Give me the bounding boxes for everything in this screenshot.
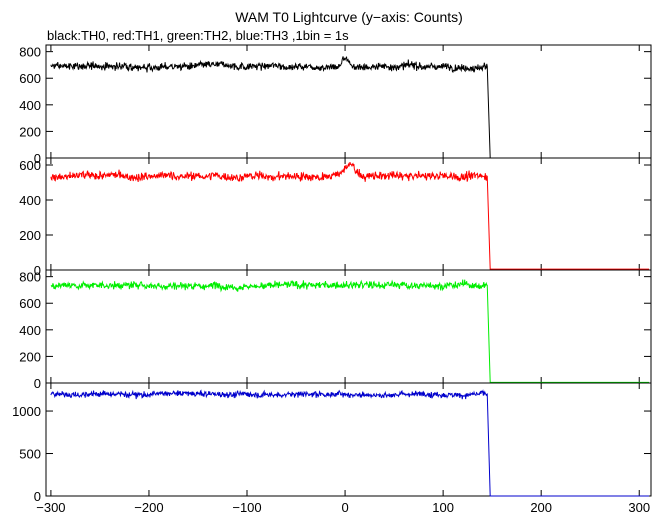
y-tick-label: 600: [19, 296, 41, 311]
panel-th2: 0 200 400 600 800: [19, 269, 652, 391]
y-tick-label: 800: [19, 45, 41, 60]
x-tick-label: −100: [232, 500, 261, 515]
x-tick-label: 200: [530, 500, 552, 515]
y-tick-label: 400: [19, 193, 41, 208]
x-tick-label: 300: [628, 500, 650, 515]
x-tick-label: −200: [134, 500, 163, 515]
y-tick-label: 400: [19, 98, 41, 113]
series-th0-line: [50, 56, 650, 159]
y-tick-label: 600: [19, 158, 41, 173]
panel-frame: [45, 382, 652, 497]
x-tick-label: −300: [36, 500, 65, 515]
y-tick-label: 0: [34, 263, 41, 278]
series-th2-line: [50, 279, 650, 383]
chart-title: WAM T0 Lightcurve (y−axis: Counts): [235, 9, 463, 25]
y-tick-label: 0: [34, 489, 41, 504]
y-tick-label: 0: [34, 376, 41, 391]
panel-th3: 0 500 1000: [12, 382, 652, 504]
series-th1-line: [50, 161, 650, 270]
y-tick-label: 800: [19, 270, 41, 285]
series-th3-line: [50, 389, 650, 497]
x-tick-label: 100: [432, 500, 454, 515]
y-tick-label: 1000: [12, 404, 41, 419]
panel-th1: 0 200 400 600: [19, 157, 652, 278]
y-tick-label: 400: [19, 323, 41, 338]
x-axis: −300 −200 −100 0 100 200 300: [36, 500, 650, 515]
y-tick-label: 600: [19, 71, 41, 86]
y-tick-label: 200: [19, 228, 41, 243]
y-tick-label: 200: [19, 349, 41, 364]
panel-th0: 0 200 400 600 800: [19, 44, 652, 166]
x-tick-label: 0: [341, 500, 348, 515]
chart-subtitle: black:TH0, red:TH1, green:TH2, blue:TH3 …: [47, 28, 349, 43]
y-tick-label: 200: [19, 124, 41, 139]
y-tick-label: 0: [34, 151, 41, 166]
y-tick-label: 500: [19, 447, 41, 462]
panels: 0200400600800020040060002004006008000500…: [12, 44, 652, 504]
